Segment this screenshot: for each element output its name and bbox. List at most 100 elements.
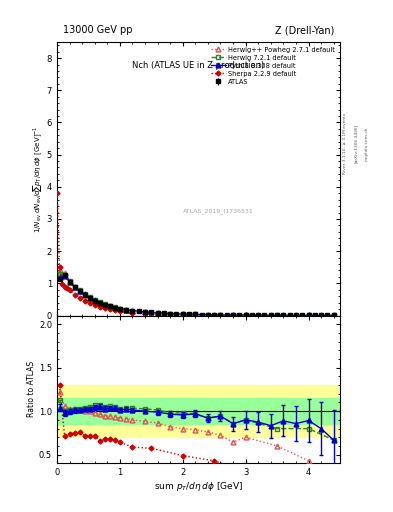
Herwig 7.2.1 default	[231, 312, 235, 318]
Sherpa 2.2.9 default	[57, 264, 62, 270]
Pythia 8.308 default	[306, 312, 311, 318]
Herwig 7.2.1 default	[206, 312, 210, 318]
Pythia 8.308 default	[107, 303, 112, 309]
Sherpa 2.2.9 default	[60, 281, 64, 287]
Y-axis label: Ratio to ATLAS: Ratio to ATLAS	[27, 361, 36, 417]
Sherpa 2.2.9 default	[130, 310, 135, 316]
Herwig 7.2.1 default	[77, 287, 82, 293]
Text: mcplots.cern.ch: mcplots.cern.ch	[365, 126, 369, 161]
Herwig 7.2.1 default	[72, 284, 77, 290]
Pythia 8.308 default	[218, 312, 223, 318]
Herwig 7.2.1 default	[218, 312, 223, 318]
Pythia 8.308 default	[118, 306, 122, 312]
Herwig++ Powheg 2.7.1 default	[124, 307, 129, 313]
Text: Nch (ATLAS UE in Z production): Nch (ATLAS UE in Z production)	[132, 61, 264, 70]
Pythia 8.308 default	[294, 312, 298, 318]
Sherpa 2.2.9 default	[149, 311, 154, 317]
Herwig++ Powheg 2.7.1 default	[77, 288, 82, 294]
X-axis label: sum $p_T/d\eta\,d\phi$ [GeV]: sum $p_T/d\eta\,d\phi$ [GeV]	[154, 480, 243, 493]
Herwig 7.2.1 default	[92, 297, 97, 303]
Sherpa 2.2.9 default	[243, 312, 248, 318]
Pythia 8.308 default	[72, 284, 77, 290]
Herwig++ Powheg 2.7.1 default	[143, 309, 147, 315]
Pythia 8.308 default	[180, 311, 185, 317]
Pythia 8.308 default	[243, 312, 248, 318]
Pythia 8.308 default	[281, 312, 286, 318]
Sherpa 2.2.9 default	[67, 287, 72, 293]
Sherpa 2.2.9 default	[92, 302, 97, 308]
Herwig++ Powheg 2.7.1 default	[306, 312, 311, 318]
Sherpa 2.2.9 default	[55, 190, 60, 196]
Line: Sherpa 2.2.9 default: Sherpa 2.2.9 default	[55, 191, 247, 317]
Herwig++ Powheg 2.7.1 default	[193, 312, 198, 318]
Herwig 7.2.1 default	[124, 307, 129, 313]
Pythia 8.308 default	[143, 309, 147, 315]
Herwig++ Powheg 2.7.1 default	[112, 305, 117, 311]
Text: Z (Drell-Yan): Z (Drell-Yan)	[275, 25, 334, 35]
Herwig 7.2.1 default	[243, 312, 248, 318]
Pythia 8.308 default	[231, 312, 235, 318]
Sherpa 2.2.9 default	[180, 312, 185, 318]
Herwig++ Powheg 2.7.1 default	[72, 284, 77, 290]
Herwig++ Powheg 2.7.1 default	[62, 270, 67, 276]
Herwig 7.2.1 default	[143, 309, 147, 315]
Herwig++ Powheg 2.7.1 default	[87, 295, 92, 301]
Line: Pythia 8.308 default: Pythia 8.308 default	[57, 273, 336, 318]
Sherpa 2.2.9 default	[97, 304, 102, 310]
Herwig++ Powheg 2.7.1 default	[130, 308, 135, 314]
Herwig 7.2.1 default	[82, 291, 87, 297]
Pythia 8.308 default	[112, 305, 117, 311]
Pythia 8.308 default	[319, 312, 323, 318]
Herwig 7.2.1 default	[306, 312, 311, 318]
Herwig++ Powheg 2.7.1 default	[180, 311, 185, 317]
Herwig 7.2.1 default	[193, 311, 198, 317]
Pythia 8.308 default	[331, 312, 336, 318]
Pythia 8.308 default	[97, 300, 102, 306]
Herwig++ Powheg 2.7.1 default	[67, 278, 72, 284]
Herwig 7.2.1 default	[168, 310, 173, 316]
Herwig 7.2.1 default	[331, 312, 336, 318]
Herwig++ Powheg 2.7.1 default	[97, 301, 102, 307]
Herwig++ Powheg 2.7.1 default	[57, 267, 62, 273]
Herwig++ Powheg 2.7.1 default	[103, 303, 107, 309]
Sherpa 2.2.9 default	[87, 300, 92, 306]
Pythia 8.308 default	[62, 273, 67, 279]
Line: Herwig++ Powheg 2.7.1 default: Herwig++ Powheg 2.7.1 default	[57, 268, 311, 318]
Sherpa 2.2.9 default	[103, 305, 107, 311]
Sherpa 2.2.9 default	[82, 297, 87, 304]
Herwig++ Powheg 2.7.1 default	[206, 312, 210, 318]
Herwig 7.2.1 default	[118, 306, 122, 312]
Herwig 7.2.1 default	[87, 294, 92, 301]
Herwig++ Powheg 2.7.1 default	[218, 312, 223, 318]
Bar	[57, 385, 340, 437]
Pythia 8.308 default	[206, 312, 210, 318]
Herwig 7.2.1 default	[62, 272, 67, 279]
Pythia 8.308 default	[193, 311, 198, 317]
Herwig 7.2.1 default	[275, 312, 279, 318]
Herwig 7.2.1 default	[112, 304, 117, 310]
Pythia 8.308 default	[92, 297, 97, 304]
Text: [arXiv:1306.3436]: [arXiv:1306.3436]	[354, 124, 358, 163]
Herwig 7.2.1 default	[67, 279, 72, 285]
Text: 13000 GeV pp: 13000 GeV pp	[62, 25, 132, 35]
Herwig++ Powheg 2.7.1 default	[82, 292, 87, 298]
Legend: Herwig++ Powheg 2.7.1 default, Herwig 7.2.1 default, Pythia 8.308 default, Sherp: Herwig++ Powheg 2.7.1 default, Herwig 7.…	[208, 44, 338, 88]
Pythia 8.308 default	[256, 312, 261, 318]
Herwig++ Powheg 2.7.1 default	[231, 312, 235, 318]
Text: ATLAS_2019_I1736531: ATLAS_2019_I1736531	[183, 209, 253, 215]
Pythia 8.308 default	[124, 307, 129, 313]
Bar	[57, 398, 340, 424]
Pythia 8.308 default	[57, 274, 62, 280]
Pythia 8.308 default	[155, 310, 160, 316]
Pythia 8.308 default	[77, 288, 82, 294]
Sherpa 2.2.9 default	[112, 307, 117, 313]
Sherpa 2.2.9 default	[118, 308, 122, 314]
Line: Herwig 7.2.1 default: Herwig 7.2.1 default	[57, 271, 336, 318]
Y-axis label: $1/N_\mathrm{ev}\ dN_\mathrm{ev}/d\!\sum\! p_T/d\eta\,d\phi\ [\mathrm{GeV}]^{-1}: $1/N_\mathrm{ev}\ dN_\mathrm{ev}/d\!\sum…	[31, 125, 44, 232]
Sherpa 2.2.9 default	[65, 285, 70, 291]
Pythia 8.308 default	[67, 279, 72, 285]
Herwig++ Powheg 2.7.1 default	[118, 306, 122, 312]
Herwig++ Powheg 2.7.1 default	[107, 304, 112, 310]
Herwig 7.2.1 default	[97, 300, 102, 306]
Sherpa 2.2.9 default	[77, 295, 82, 301]
